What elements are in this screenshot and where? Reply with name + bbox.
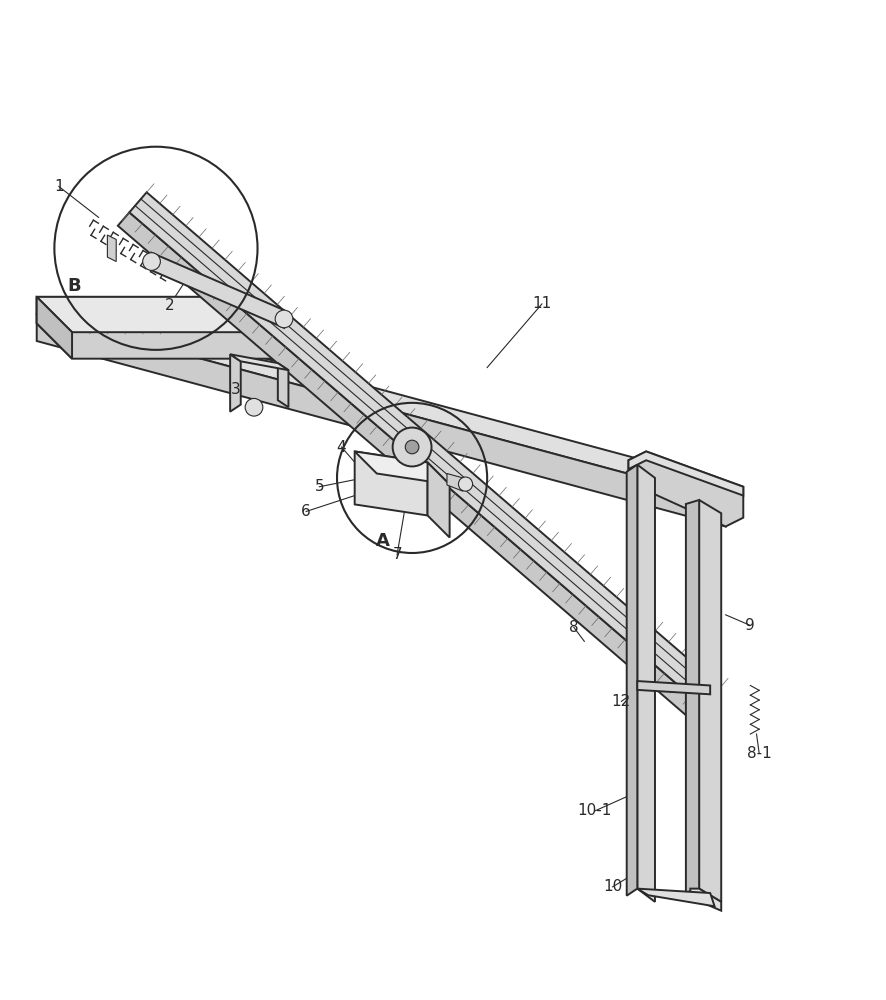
Polygon shape — [278, 363, 289, 407]
Polygon shape — [107, 235, 116, 262]
Circle shape — [276, 310, 293, 328]
Polygon shape — [36, 315, 726, 526]
Polygon shape — [428, 462, 449, 538]
Circle shape — [392, 428, 431, 466]
Polygon shape — [36, 297, 284, 359]
Polygon shape — [699, 500, 721, 902]
Circle shape — [458, 477, 472, 491]
Polygon shape — [447, 474, 462, 491]
Text: 5: 5 — [315, 479, 324, 494]
Polygon shape — [36, 297, 72, 359]
Polygon shape — [628, 451, 743, 496]
Polygon shape — [129, 192, 720, 707]
Polygon shape — [628, 451, 743, 526]
Circle shape — [143, 253, 160, 270]
Text: 6: 6 — [301, 504, 311, 519]
Text: 1: 1 — [54, 179, 64, 194]
Polygon shape — [637, 889, 715, 906]
Polygon shape — [230, 354, 289, 370]
Text: 12: 12 — [612, 694, 631, 709]
Polygon shape — [637, 465, 655, 902]
Polygon shape — [36, 297, 726, 500]
Text: 8: 8 — [569, 620, 579, 635]
Text: 7: 7 — [392, 547, 402, 562]
Text: B: B — [67, 277, 81, 295]
Text: 11: 11 — [532, 296, 552, 311]
Text: 3: 3 — [230, 382, 240, 397]
Text: 8-1: 8-1 — [747, 746, 772, 761]
Polygon shape — [230, 354, 241, 412]
Text: 9: 9 — [745, 618, 755, 633]
Polygon shape — [36, 297, 284, 332]
Text: 2: 2 — [165, 298, 174, 313]
Polygon shape — [354, 451, 428, 515]
Text: 10: 10 — [603, 879, 622, 894]
Circle shape — [245, 398, 263, 416]
Polygon shape — [690, 889, 721, 911]
Polygon shape — [152, 253, 284, 328]
Polygon shape — [354, 451, 449, 485]
Polygon shape — [118, 212, 703, 720]
Text: A: A — [376, 532, 390, 550]
Text: 10-1: 10-1 — [578, 803, 612, 818]
Polygon shape — [686, 500, 699, 893]
Text: 4: 4 — [337, 440, 346, 455]
Circle shape — [405, 440, 419, 454]
Polygon shape — [626, 465, 637, 896]
Polygon shape — [637, 681, 711, 694]
